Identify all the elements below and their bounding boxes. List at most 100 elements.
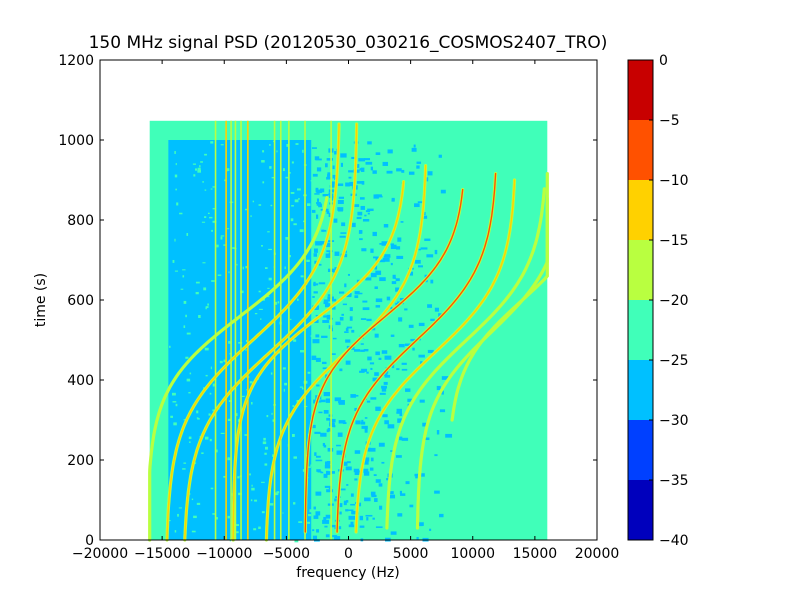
noise-speck bbox=[203, 287, 207, 291]
noise-speck bbox=[284, 266, 286, 270]
noise-speck bbox=[315, 511, 321, 516]
noise-speck bbox=[314, 248, 318, 253]
noise-speck bbox=[381, 387, 387, 392]
noise-speck bbox=[378, 357, 382, 360]
noise-speck bbox=[253, 528, 257, 531]
noise-speck bbox=[267, 231, 270, 233]
noise-speck bbox=[228, 457, 230, 459]
noise-speck bbox=[276, 491, 280, 494]
noise-speck bbox=[424, 238, 431, 241]
noise-speck bbox=[314, 452, 317, 456]
noise-speck bbox=[182, 269, 186, 271]
colorbar-tick-label: −20 bbox=[659, 293, 689, 309]
noise-speck bbox=[196, 417, 199, 419]
noise-speck bbox=[441, 376, 449, 380]
noise-speck bbox=[401, 437, 409, 441]
noise-speck bbox=[375, 479, 381, 483]
noise-speck bbox=[363, 348, 369, 352]
noise-speck bbox=[338, 196, 345, 199]
noise-speck bbox=[250, 215, 252, 218]
noise-speck bbox=[315, 459, 323, 462]
noise-speck bbox=[318, 263, 322, 266]
noise-speck bbox=[310, 180, 312, 182]
noise-speck bbox=[370, 367, 373, 370]
y-tick-label: 1000 bbox=[58, 133, 94, 149]
x-tick-label: −15000 bbox=[134, 546, 190, 562]
doppler-tracks bbox=[148, 120, 549, 542]
noise-speck bbox=[354, 295, 359, 299]
noise-speck bbox=[289, 255, 291, 258]
noise-speck bbox=[322, 519, 329, 524]
noise-speck bbox=[337, 511, 342, 515]
noise-speck bbox=[427, 349, 434, 354]
noise-speck bbox=[206, 306, 209, 308]
noise-speck bbox=[326, 429, 329, 433]
noise-speck bbox=[175, 188, 177, 191]
noise-speck bbox=[439, 513, 444, 518]
noise-speck bbox=[351, 156, 355, 159]
noise-speck bbox=[360, 349, 365, 352]
noise-speck bbox=[223, 359, 226, 363]
noise-speck bbox=[358, 158, 365, 162]
noise-speck bbox=[196, 410, 199, 414]
noise-speck bbox=[320, 208, 325, 211]
noise-speck bbox=[236, 531, 239, 534]
noise-speck bbox=[415, 476, 421, 479]
noise-speck bbox=[427, 171, 433, 176]
noise-speck bbox=[363, 468, 369, 473]
noise-speck bbox=[387, 149, 393, 154]
noise-speck bbox=[374, 286, 378, 290]
noise-speck bbox=[348, 515, 356, 520]
noise-speck bbox=[391, 199, 395, 202]
noise-speck bbox=[314, 319, 319, 323]
noise-speck bbox=[366, 400, 371, 403]
noise-speck bbox=[347, 509, 354, 512]
noise-speck bbox=[364, 471, 370, 476]
noise-speck bbox=[322, 367, 328, 370]
noise-speck bbox=[401, 362, 407, 365]
noise-speck bbox=[193, 515, 197, 519]
colorbar-segment bbox=[628, 300, 653, 360]
heatmap-image bbox=[149, 120, 548, 543]
noise-speck bbox=[354, 478, 358, 481]
noise-speck bbox=[209, 438, 212, 442]
noise-speck bbox=[384, 374, 391, 378]
noise-speck bbox=[378, 259, 385, 263]
noise-speck bbox=[314, 193, 320, 195]
noise-speck bbox=[339, 235, 346, 238]
noise-speck bbox=[323, 391, 331, 397]
colorbar-segment bbox=[628, 240, 653, 300]
noise-speck bbox=[419, 399, 425, 403]
noise-speck bbox=[199, 165, 201, 168]
doppler-track bbox=[355, 179, 516, 533]
noise-speck bbox=[401, 368, 408, 371]
noise-speck bbox=[240, 290, 244, 294]
noise-speck bbox=[198, 314, 201, 318]
noise-speck bbox=[182, 468, 186, 470]
noise-speck bbox=[412, 347, 415, 351]
noise-speck bbox=[360, 205, 365, 210]
noise-speck bbox=[212, 513, 216, 515]
noise-speck bbox=[291, 161, 294, 164]
noise-speck bbox=[350, 503, 356, 506]
noise-speck bbox=[374, 265, 378, 270]
noise-speck bbox=[418, 322, 425, 327]
noise-speck bbox=[426, 254, 434, 258]
noise-speck bbox=[186, 233, 189, 236]
noise-speck bbox=[302, 469, 305, 472]
noise-speck bbox=[365, 277, 372, 281]
noise-speck bbox=[384, 355, 392, 360]
noise-speck bbox=[207, 303, 209, 306]
noise-speck bbox=[399, 297, 406, 301]
noise-speck bbox=[263, 437, 266, 441]
noise-speck bbox=[238, 492, 242, 496]
noise-speck bbox=[324, 525, 328, 528]
noise-speck bbox=[414, 473, 419, 477]
noise-speck bbox=[331, 471, 335, 474]
noise-speck bbox=[212, 186, 216, 188]
noise-speck bbox=[310, 464, 314, 467]
noise-speck bbox=[396, 168, 402, 172]
noise-speck bbox=[321, 335, 328, 338]
noise-speck bbox=[202, 262, 206, 264]
noise-speck bbox=[425, 177, 429, 182]
